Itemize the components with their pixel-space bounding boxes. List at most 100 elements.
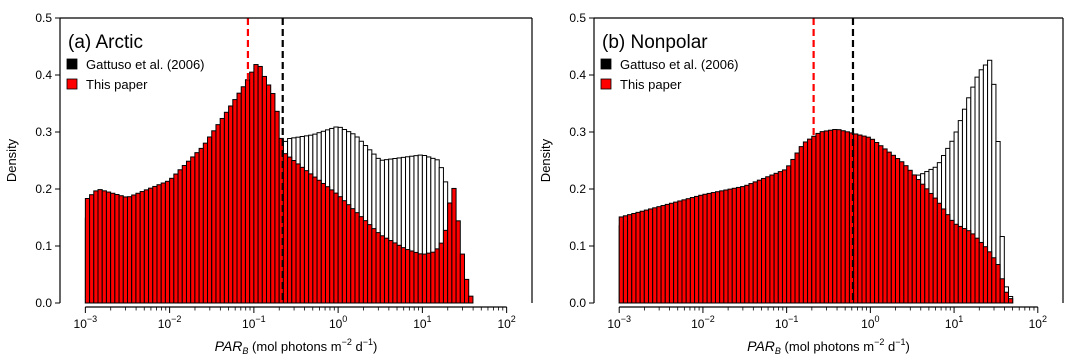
histogram-bar xyxy=(177,169,183,304)
histogram-bar xyxy=(643,209,650,304)
legend-label-gattuso: Gattuso et al. (2006) xyxy=(620,57,739,72)
histogram-bar xyxy=(828,129,834,304)
histogram-bar xyxy=(874,142,880,304)
histogram-bar xyxy=(794,152,800,304)
histogram-bar xyxy=(719,190,725,304)
histogram-bar xyxy=(823,130,829,304)
histogram-bar xyxy=(865,136,871,304)
histogram-bar xyxy=(244,79,251,304)
histogram-bar xyxy=(945,214,951,304)
histogram-bar xyxy=(350,208,356,304)
histogram-bar xyxy=(790,158,796,304)
y-tick-label: 0.3 xyxy=(569,125,586,139)
histogram-bar xyxy=(786,165,792,304)
y-tick-label: 0.5 xyxy=(569,11,586,25)
histogram-bar xyxy=(748,183,754,304)
x-tick-label: 102 xyxy=(1029,314,1047,331)
histogram-bar xyxy=(253,64,259,304)
histogram-bar xyxy=(668,202,675,304)
histogram-bar xyxy=(287,156,293,304)
histogram-bar xyxy=(949,219,955,304)
histogram-bar xyxy=(924,188,930,304)
histogram-bar xyxy=(295,163,301,304)
y-tick-label: 0.2 xyxy=(35,182,52,196)
histogram-bar xyxy=(409,250,415,304)
histogram-bar xyxy=(198,147,204,304)
histogram-bar xyxy=(324,186,331,304)
histogram-bar xyxy=(114,194,120,304)
histogram-bar xyxy=(731,187,737,304)
histogram-bar xyxy=(270,93,276,304)
histogram-bar xyxy=(656,206,662,304)
histogram-bar xyxy=(346,204,352,304)
x-axis-title: PARB (mol photons m−2 d−1) xyxy=(215,337,378,356)
histogram-bar xyxy=(308,173,314,304)
chart-nonpolar: 10−3 10−2 10−1 100 101 102 0.0 0.1 0.2 0.3 0.4 0.5 D… xyxy=(538,11,1064,356)
histogram-bar xyxy=(173,173,179,304)
histogram-bar xyxy=(122,196,128,304)
histogram-bar xyxy=(673,201,679,304)
histogram-bar xyxy=(468,295,474,304)
histogram-bar xyxy=(807,138,813,304)
x-tick-label: 10−1 xyxy=(775,314,799,331)
histogram-bar xyxy=(727,188,733,304)
y-tick-label: 0.4 xyxy=(569,68,586,82)
histogram-bar xyxy=(383,237,390,304)
histogram-bar xyxy=(303,170,310,304)
series-this-paper xyxy=(618,129,1014,304)
histogram-bar xyxy=(101,190,107,304)
y-axis-title: Density xyxy=(538,138,553,182)
histogram-bar xyxy=(815,132,821,304)
histogram-bar xyxy=(400,247,407,304)
histogram-bar xyxy=(93,190,99,304)
histogram-bar xyxy=(169,177,175,304)
histogram-bar xyxy=(911,174,917,304)
histogram-bar xyxy=(744,184,750,304)
histogram-bar xyxy=(652,207,658,304)
legend-label-this-paper: This paper xyxy=(620,77,682,92)
histogram-bar xyxy=(723,189,729,304)
x-tick-label: 10−2 xyxy=(158,314,182,331)
x-tick-label: 10−3 xyxy=(607,314,631,331)
histogram-bar xyxy=(417,253,423,304)
histogram-bar xyxy=(639,210,645,304)
histogram-bar xyxy=(777,171,783,304)
legend-swatch-this-paper xyxy=(66,78,78,90)
y-tick-label: 0.1 xyxy=(569,239,586,253)
legend-swatch-gattuso xyxy=(600,58,612,70)
x-tick-label: 101 xyxy=(413,314,431,331)
histogram-bar xyxy=(160,182,166,304)
histogram-bar xyxy=(664,203,670,304)
histogram-bar xyxy=(735,186,742,304)
histogram-bar xyxy=(464,278,470,304)
histogram-bar xyxy=(337,196,343,304)
histogram-bar xyxy=(920,183,926,304)
histogram-bar xyxy=(802,141,809,304)
histogram-bar xyxy=(126,196,133,304)
histogram-bar xyxy=(869,138,876,304)
histogram-bar xyxy=(844,131,850,304)
histogram-bar xyxy=(706,192,712,304)
histogram-bar xyxy=(388,240,394,304)
histogram-bar xyxy=(152,185,158,304)
histogram-bar xyxy=(698,194,704,304)
histogram-bar xyxy=(890,154,896,304)
histogram-bar xyxy=(648,208,654,304)
histogram-bar xyxy=(426,252,432,304)
histogram-bar xyxy=(190,156,196,304)
legend-swatch-gattuso xyxy=(66,58,78,70)
histogram-bar xyxy=(232,99,238,304)
histogram-bar xyxy=(932,197,938,304)
histogram-bar xyxy=(689,197,696,304)
histogram-bar xyxy=(202,142,209,304)
panel-title: (b) Nonpolar xyxy=(602,32,708,53)
histogram-bar xyxy=(291,160,297,304)
y-tick-label: 0.0 xyxy=(35,296,52,310)
histogram-bar xyxy=(341,200,348,304)
histogram-bar xyxy=(207,136,213,304)
histogram-bar xyxy=(878,145,884,304)
histogram-bar xyxy=(899,161,905,304)
histogram-bar xyxy=(978,241,984,304)
histogram-bar xyxy=(354,212,360,304)
histogram-bar xyxy=(740,186,746,304)
